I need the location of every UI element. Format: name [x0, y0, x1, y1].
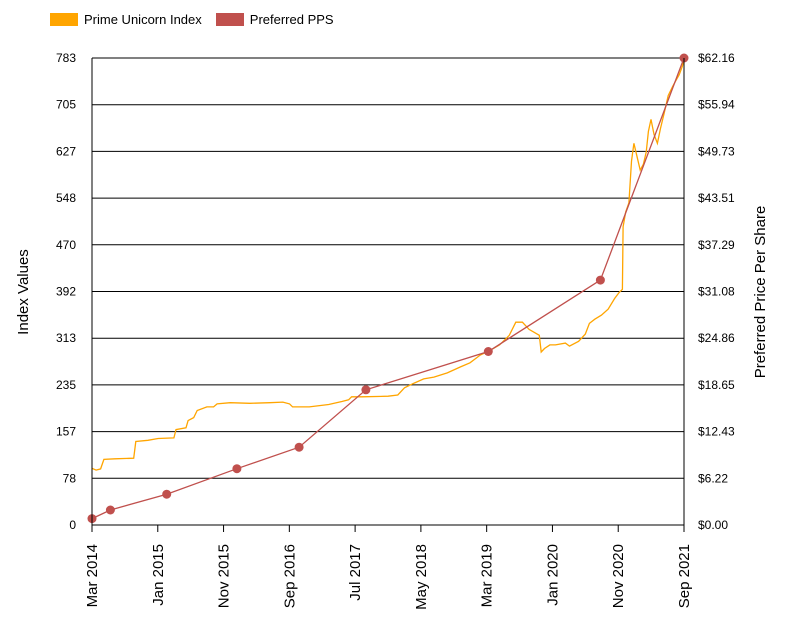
legend-item-pps[interactable]: Preferred PPS — [215, 11, 334, 27]
right-tick-label: $6.22 — [698, 471, 728, 485]
x-tick-label: Nov 2020 — [610, 544, 627, 608]
right-tick-label: $62.16 — [698, 51, 735, 65]
x-axis-ticks: Mar 2014 Jan 2015 Nov 2015 Sep 2016 Jul 2017… — [84, 525, 693, 610]
legend-label-index: Prime Unicorn Index — [84, 11, 202, 27]
x-tick-label: Sep 2021 — [676, 544, 693, 608]
x-tick-label: Sep 2016 — [281, 544, 298, 608]
pps-markers — [87, 53, 689, 524]
right-tick-label: $0.00 — [698, 518, 728, 532]
x-tick-label: Nov 2015 — [216, 544, 233, 608]
left-tick-label: 235 — [56, 378, 76, 392]
pps-line — [91, 57, 685, 520]
right-tick-label: $55.94 — [698, 98, 735, 112]
left-tick-label: 313 — [56, 331, 76, 345]
left-tick-label: 783 — [56, 51, 76, 65]
right-axis-label: Preferred Price Per Share — [752, 206, 769, 379]
x-tick-label: May 2018 — [413, 544, 430, 610]
legend-label-pps: Preferred PPS — [249, 11, 334, 27]
x-tick-label: Jan 2020 — [544, 544, 561, 606]
right-y-axis-ticks: $0.00 $6.22 $12.43 $18.65 $24.86 $31.08 $37.29… — [698, 51, 735, 532]
pps-point[interactable] — [105, 505, 115, 515]
pps-point[interactable] — [232, 464, 242, 474]
left-tick-label: 548 — [56, 191, 76, 205]
left-tick-label: 0 — [69, 518, 76, 532]
x-tick-label: Mar 2014 — [84, 544, 101, 607]
pps-point[interactable] — [294, 442, 304, 452]
left-tick-label: 705 — [56, 98, 76, 112]
right-tick-label: $24.86 — [698, 331, 735, 345]
left-tick-label: 392 — [56, 285, 76, 299]
legend-item-index[interactable]: Prime Unicorn Index — [50, 12, 202, 27]
x-tick-label: Jul 2017 — [347, 544, 364, 601]
x-tick-label: Jan 2015 — [150, 544, 167, 606]
pps-point[interactable] — [595, 275, 605, 285]
left-axis-label: Index Values — [15, 249, 32, 335]
left-y-axis-ticks: 0 78 157 235 313 392 470 548 627 705 783 — [56, 51, 76, 532]
right-tick-label: $49.73 — [698, 144, 735, 158]
right-tick-label: $31.08 — [698, 285, 735, 299]
right-tick-label: $37.29 — [698, 238, 735, 252]
pps-point[interactable] — [483, 347, 493, 356]
legend: Prime Unicorn Index Preferred PPS — [50, 9, 334, 29]
index-line — [91, 57, 685, 471]
legend-swatch-pps — [215, 12, 244, 26]
pps-point[interactable] — [162, 489, 172, 499]
left-tick-label: 470 — [56, 238, 76, 252]
gridlines — [92, 57, 684, 526]
right-tick-label: $12.43 — [698, 425, 735, 439]
left-tick-label: 627 — [56, 144, 76, 158]
left-tick-label: 78 — [63, 471, 77, 485]
x-tick-label: Mar 2019 — [479, 544, 496, 607]
pps-point[interactable] — [361, 385, 371, 395]
left-tick-label: 157 — [56, 425, 76, 439]
right-tick-label: $43.51 — [698, 191, 735, 205]
right-tick-label: $18.65 — [698, 378, 735, 392]
legend-swatch-index — [50, 12, 78, 26]
